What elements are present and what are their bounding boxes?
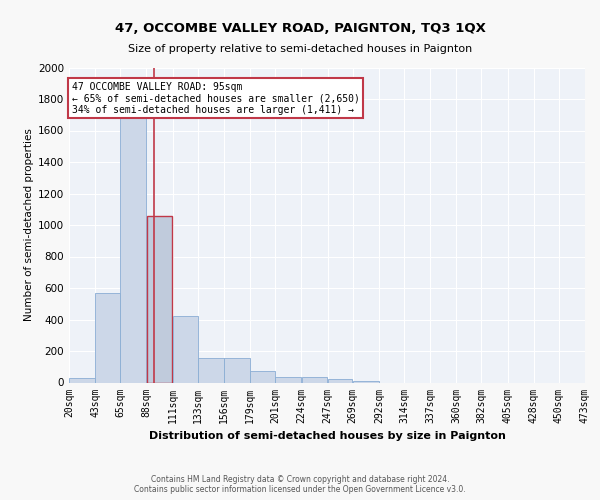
Bar — [121, 118, 146, 382]
Bar — [198, 358, 224, 382]
Text: Contains HM Land Registry data © Crown copyright and database right 2024.
Contai: Contains HM Land Registry data © Crown c… — [134, 474, 466, 494]
Bar — [275, 377, 301, 382]
Text: Size of property relative to semi-detached houses in Paignton: Size of property relative to semi-detach… — [128, 44, 472, 54]
Text: 47 OCCOMBE VALLEY ROAD: 95sqm
← 65% of semi-detached houses are smaller (2,650)
: 47 OCCOMBE VALLEY ROAD: 95sqm ← 65% of s… — [71, 82, 359, 115]
X-axis label: Distribution of semi-detached houses by size in Paignton: Distribution of semi-detached houses by … — [149, 431, 505, 441]
Bar — [353, 381, 379, 382]
Bar — [224, 358, 250, 382]
Y-axis label: Number of semi-detached properties: Number of semi-detached properties — [24, 128, 34, 322]
Bar — [95, 292, 120, 382]
Bar — [302, 377, 328, 382]
Bar — [69, 378, 95, 382]
Text: 47, OCCOMBE VALLEY ROAD, PAIGNTON, TQ3 1QX: 47, OCCOMBE VALLEY ROAD, PAIGNTON, TQ3 1… — [115, 22, 485, 36]
Bar — [328, 380, 352, 382]
Bar — [146, 216, 172, 382]
Bar — [250, 370, 275, 382]
Bar — [173, 316, 197, 382]
